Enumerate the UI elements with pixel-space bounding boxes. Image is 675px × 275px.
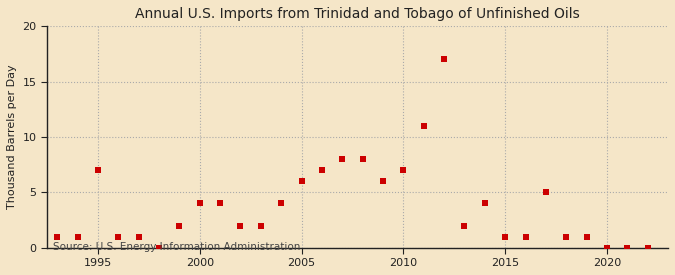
Point xyxy=(255,223,266,228)
Point xyxy=(215,201,225,206)
Point xyxy=(113,234,124,239)
Point xyxy=(601,246,612,250)
Point xyxy=(459,223,470,228)
Point xyxy=(581,234,592,239)
Point xyxy=(72,234,83,239)
Point xyxy=(418,124,429,128)
Point xyxy=(133,234,144,239)
Point xyxy=(52,234,63,239)
Y-axis label: Thousand Barrels per Day: Thousand Barrels per Day xyxy=(7,65,17,209)
Point xyxy=(357,157,368,161)
Point xyxy=(154,246,165,250)
Point xyxy=(479,201,490,206)
Point xyxy=(561,234,572,239)
Point xyxy=(541,190,551,194)
Point xyxy=(317,168,327,172)
Point xyxy=(194,201,205,206)
Point xyxy=(276,201,287,206)
Point xyxy=(235,223,246,228)
Point xyxy=(92,168,103,172)
Point xyxy=(337,157,348,161)
Point xyxy=(377,179,388,183)
Point xyxy=(439,57,450,62)
Point xyxy=(500,234,510,239)
Point xyxy=(398,168,409,172)
Point xyxy=(622,246,632,250)
Title: Annual U.S. Imports from Trinidad and Tobago of Unfinished Oils: Annual U.S. Imports from Trinidad and To… xyxy=(135,7,580,21)
Point xyxy=(520,234,531,239)
Text: Source: U.S. Energy Information Administration: Source: U.S. Energy Information Administ… xyxy=(53,242,300,252)
Point xyxy=(296,179,307,183)
Point xyxy=(174,223,185,228)
Point xyxy=(643,246,653,250)
